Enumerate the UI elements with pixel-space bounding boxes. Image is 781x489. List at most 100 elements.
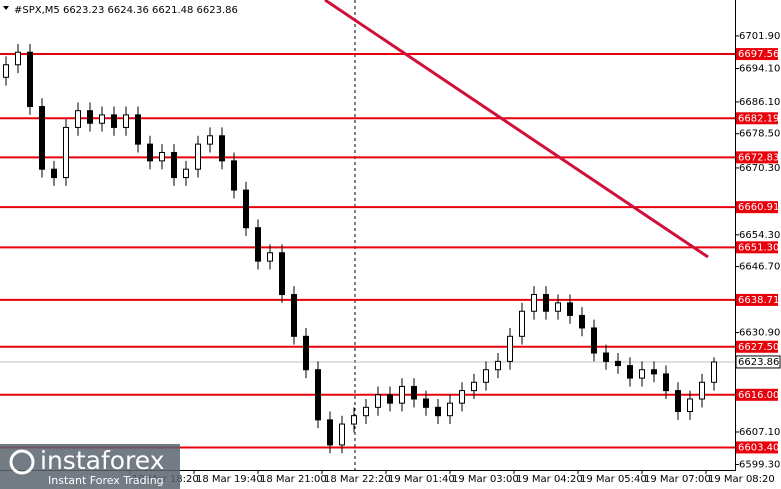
candle-body	[255, 227, 261, 262]
level-label: 6603.40	[738, 442, 779, 453]
candle-body	[51, 168, 57, 179]
level-label: 6697.56	[738, 49, 779, 60]
candle-body	[435, 406, 441, 417]
watermark-logo	[9, 449, 35, 475]
candle-body	[303, 335, 309, 371]
candle-body	[39, 106, 45, 170]
candle-body	[495, 360, 501, 371]
candle-body	[3, 64, 9, 78]
candle-body	[591, 327, 597, 354]
level-box	[736, 293, 778, 306]
candle-body	[639, 369, 645, 379]
candle-body	[315, 369, 321, 421]
candle-body	[279, 252, 285, 296]
candle-body	[63, 126, 69, 179]
candle-body	[75, 110, 81, 128]
level-label: 6682.19	[738, 113, 779, 124]
level-label: 6627.50	[738, 342, 779, 353]
candle-body	[675, 390, 681, 413]
candle-body	[579, 314, 585, 329]
candle-body	[291, 294, 297, 337]
candle-body	[663, 373, 669, 392]
candle-body	[339, 423, 345, 446]
y-tick-label: 6654.30	[739, 230, 780, 241]
candle-body	[99, 114, 105, 124]
x-tick-label: 19 Mar 04:20	[516, 474, 583, 485]
title-arrow	[3, 6, 9, 10]
chart-title: #SPX,M5 6623.23 6624.36 6621.48 6623.86	[14, 5, 238, 16]
x-tick-label: 19 Mar 07:00	[644, 474, 711, 485]
candle-body	[699, 381, 705, 400]
candle-body	[219, 135, 225, 162]
level-box	[736, 241, 778, 254]
y-tick-label: 6686.10	[739, 97, 780, 108]
x-tick-label: 19 Mar 03:00	[452, 474, 519, 485]
candle-body	[603, 352, 609, 362]
x-tick-label: 19 Mar 01:40	[388, 474, 455, 485]
candle-body	[123, 114, 129, 128]
y-tick-label: 6630.90	[739, 328, 780, 339]
level-box	[736, 48, 778, 61]
candle-body	[267, 252, 273, 262]
candle-body	[87, 110, 93, 124]
candle-body	[483, 369, 489, 383]
level-box	[736, 112, 778, 125]
current-price-label: 6623.86	[738, 357, 779, 368]
candle-body	[207, 135, 213, 145]
candle-body	[687, 398, 693, 413]
level-label: 6638.71	[738, 295, 779, 306]
x-tick-label: 18 Mar 22:20	[324, 474, 391, 485]
level-box	[736, 151, 778, 164]
candle-body	[471, 381, 477, 392]
y-tick-label: 6646.70	[739, 262, 780, 273]
candle-body	[531, 294, 537, 312]
y-tick-label: 6607.10	[739, 427, 780, 438]
level-label: 6651.30	[738, 242, 779, 253]
x-tick-label: 18 Mar 19:40	[196, 474, 263, 485]
candle-body	[543, 294, 549, 312]
watermark: instaforex Instant Forex Trading	[0, 444, 180, 489]
candle-body	[627, 365, 633, 379]
candle-body	[555, 302, 561, 312]
candle-body	[111, 114, 117, 128]
level-box	[736, 388, 778, 401]
candle-body	[27, 51, 33, 108]
level-box	[736, 340, 778, 353]
level-label: 6660.91	[738, 202, 779, 213]
candle-body	[183, 168, 189, 179]
candle-body	[507, 335, 513, 362]
y-tick-label: 6599.30	[739, 460, 780, 471]
candle-body	[423, 398, 429, 408]
y-tick-label: 6678.50	[739, 129, 780, 140]
candle-body	[567, 302, 573, 316]
candle-body	[231, 160, 237, 191]
candle-body	[375, 394, 381, 408]
level-label: 6672.83	[738, 152, 779, 163]
candle-body	[411, 385, 417, 400]
candle-body	[399, 385, 405, 404]
y-tick-label: 6694.10	[739, 64, 780, 75]
candle-body	[387, 394, 393, 404]
candle-body	[243, 189, 249, 229]
watermark-bg	[0, 444, 180, 489]
level-box	[736, 441, 778, 454]
candle-body	[351, 415, 357, 425]
watermark-tagline: Instant Forex Trading	[48, 474, 164, 487]
y-tick-label: 6670.30	[739, 163, 780, 174]
x-tick-label: 19 Mar 05:40	[580, 474, 647, 485]
candle-body	[171, 151, 177, 179]
x-tick-label: 18 Mar 21:00	[260, 474, 327, 485]
level-label: 6616.00	[738, 390, 779, 401]
candle-body	[195, 143, 201, 170]
candle-body	[651, 369, 657, 375]
candle-body	[519, 310, 525, 337]
candle-body	[327, 419, 333, 446]
trend-line	[324, 0, 709, 259]
candle-body	[447, 402, 453, 417]
x-tick-label: 19 Mar 08:20	[708, 474, 775, 485]
candle-body	[615, 360, 621, 367]
candle-body	[711, 361, 717, 383]
candle-body	[147, 143, 153, 162]
